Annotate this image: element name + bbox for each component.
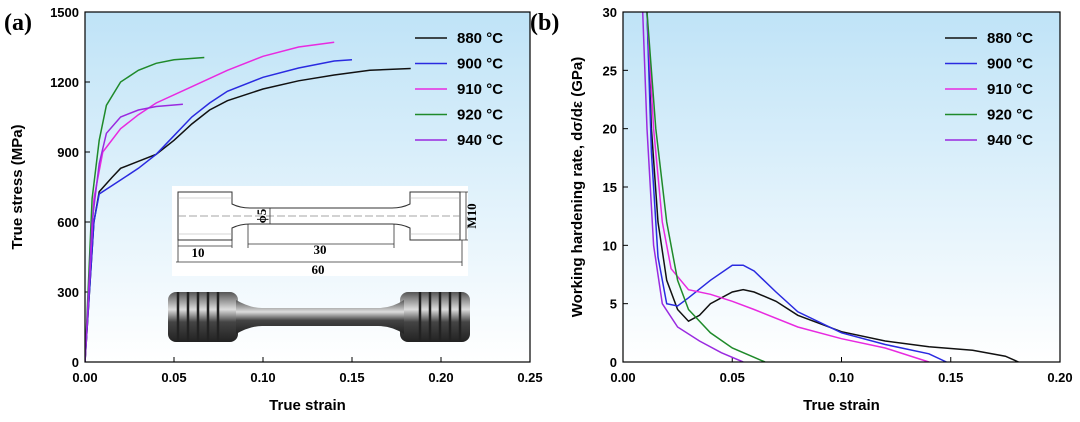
line-series <box>646 12 947 362</box>
plot-background <box>623 12 1060 362</box>
y-tick-label: 10 <box>603 238 617 253</box>
legend-label: 920 °C <box>457 107 503 124</box>
line-series <box>85 59 353 362</box>
chart-panel: 0.00 0.05 0.10 0.15 0.20 0 5 10 15 20 25 30 880 °C 90… <box>530 5 1073 414</box>
y-tick-label: 0 <box>610 355 617 370</box>
y-tick-label: 15 <box>603 180 617 195</box>
panel-label: (a) <box>4 10 32 36</box>
x-axis-label: True strain <box>803 397 880 414</box>
inset-label: M10 <box>464 203 479 228</box>
x-tick-label: 0.20 <box>1047 370 1072 385</box>
inset-label: ϕ5 <box>254 208 269 223</box>
x-tick-label: 0.15 <box>339 370 364 385</box>
line-series <box>646 12 930 362</box>
y-axis-label: Working hardening rate, dσ/dε (GPa) <box>569 57 586 317</box>
x-tick-label: 0.10 <box>250 370 275 385</box>
legend-label: 880 °C <box>987 30 1033 47</box>
line-series <box>646 12 1019 362</box>
y-tick-label: 900 <box>57 145 79 160</box>
legend-label: 940 °C <box>457 132 503 149</box>
y-tick-label: 5 <box>610 297 617 312</box>
line-series <box>85 67 411 362</box>
plot-frame <box>84 11 531 363</box>
y-tick-label: 1200 <box>50 75 79 90</box>
line-series <box>85 41 335 362</box>
y-tick-label: 600 <box>57 215 79 230</box>
line-series <box>85 56 205 362</box>
legend-label: 900 °C <box>457 56 503 73</box>
inset-label: 60 <box>312 262 325 277</box>
y-tick-label: 0 <box>72 355 79 370</box>
y-tick-label: 300 <box>57 285 79 300</box>
y-tick-label: 30 <box>603 5 617 20</box>
specimen-photo <box>168 292 470 342</box>
legend-label: 920 °C <box>987 107 1033 124</box>
panel-label: (b) <box>530 10 559 36</box>
legend-label: 880 °C <box>457 30 503 47</box>
line-series <box>85 103 183 362</box>
x-tick-label: 0.20 <box>428 370 453 385</box>
legend-label: 900 °C <box>987 56 1033 73</box>
inset-label: 10 <box>192 245 205 260</box>
x-tick-label: 0.15 <box>938 370 963 385</box>
plot-frame <box>622 11 1061 363</box>
y-tick-label: 20 <box>603 122 617 137</box>
x-tick-label: 0.00 <box>72 370 97 385</box>
dimension-lines <box>176 191 468 266</box>
legend-label: 940 °C <box>987 132 1033 149</box>
x-tick-label: 0.05 <box>720 370 745 385</box>
x-tick-label: 0.25 <box>517 370 542 385</box>
x-tick-label: 0.05 <box>161 370 186 385</box>
inset-label: 30 <box>314 242 327 257</box>
x-axis-label: True strain <box>269 397 346 414</box>
y-tick-label: 25 <box>603 63 617 78</box>
specimen-inset: 10 30 60 ϕ5 M10 <box>168 186 479 342</box>
x-tick-label: 0.10 <box>829 370 854 385</box>
legend-label: 910 °C <box>457 81 503 98</box>
line-series <box>641 12 744 362</box>
line-series <box>646 12 766 362</box>
inset-background <box>172 186 468 276</box>
legend-label: 910 °C <box>987 81 1033 98</box>
y-axis-label: True stress (MPa) <box>9 124 26 249</box>
x-tick-label: 0.00 <box>610 370 635 385</box>
y-tick-label: 1500 <box>50 5 79 20</box>
